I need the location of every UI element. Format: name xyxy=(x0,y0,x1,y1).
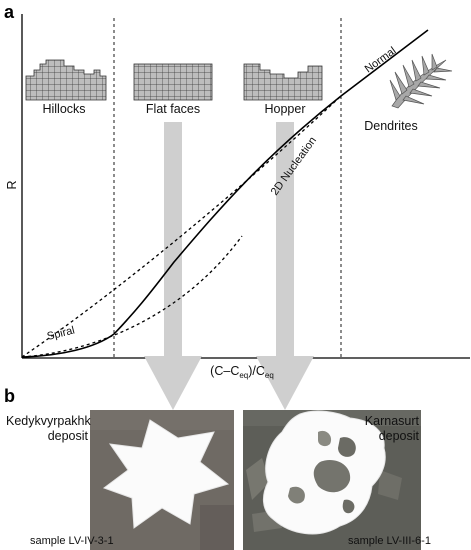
right-deposit-word: deposit xyxy=(379,429,420,443)
dendrites-label: Dendrites xyxy=(364,119,418,133)
inclusion-3 xyxy=(313,460,351,493)
x-axis-label: (C–Ceq)/Ceq xyxy=(210,364,274,380)
arrow-hopper xyxy=(256,122,314,410)
right-deposit-name: Karnasurt xyxy=(365,414,420,428)
left-sample-label: sample LV-IV-3-1 xyxy=(30,535,114,547)
hopper-label: Hopper xyxy=(265,102,306,116)
dendrite-icon xyxy=(389,53,453,109)
spiral-label: Spiral xyxy=(46,324,76,342)
inclusion-2 xyxy=(338,437,356,457)
inclusion-1 xyxy=(318,430,332,447)
y-axis-label: R xyxy=(5,180,19,189)
panel-b-letter: b xyxy=(4,386,15,406)
panel-a-letter: a xyxy=(4,2,15,22)
flat-faces-icon xyxy=(133,63,213,101)
inclusion-5 xyxy=(342,499,355,514)
arrow-flat-faces xyxy=(144,122,202,410)
hillocks-label: Hillocks xyxy=(42,102,85,116)
growth-curve-upper-dotted xyxy=(21,95,342,358)
left-micrograph xyxy=(90,410,234,550)
right-sample-label: sample LV-III-6-1 xyxy=(348,535,431,547)
flat-faces-label: Flat faces xyxy=(146,102,200,116)
hopper-icon xyxy=(243,63,323,101)
left-deposit-word: deposit xyxy=(48,429,89,443)
right-micrograph xyxy=(243,410,421,550)
inclusion-4 xyxy=(288,486,305,504)
normal-label: Normal xyxy=(363,45,399,76)
left-deposit-name: Kedykvyrpakhk xyxy=(6,414,92,428)
growth-curve-solid xyxy=(21,29,429,358)
hillocks-icon xyxy=(25,59,107,101)
crystal-octahedral xyxy=(102,419,230,529)
